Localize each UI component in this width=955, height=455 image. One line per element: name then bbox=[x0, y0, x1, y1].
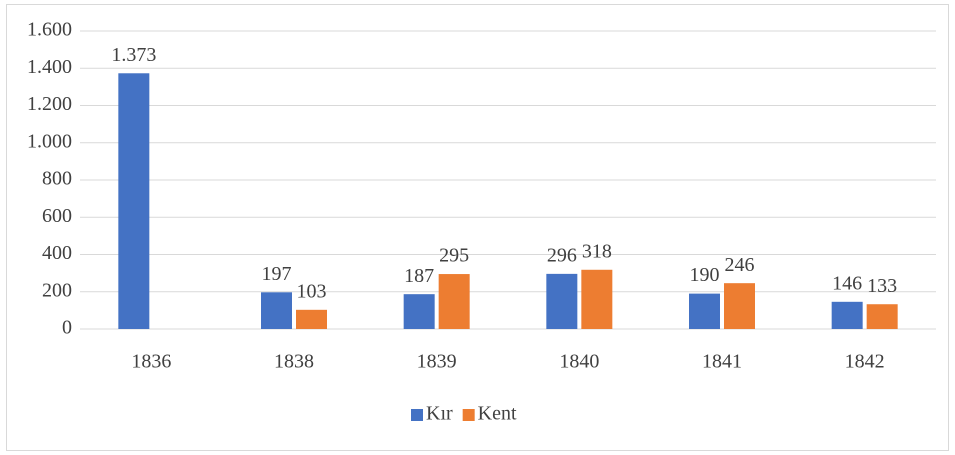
bar bbox=[831, 301, 863, 329]
legend-label: Kır bbox=[426, 403, 453, 425]
y-tick-label: 200 bbox=[42, 279, 72, 301]
bar bbox=[689, 293, 720, 329]
data-label: 1.373 bbox=[111, 44, 156, 66]
data-label: 246 bbox=[725, 254, 755, 276]
bar bbox=[261, 292, 292, 329]
bar bbox=[546, 273, 578, 329]
data-label: 295 bbox=[439, 245, 469, 267]
data-label: 187 bbox=[404, 265, 434, 287]
data-label: 146 bbox=[832, 272, 862, 294]
data-label: 190 bbox=[690, 264, 720, 286]
y-tick-label: 1.400 bbox=[27, 56, 72, 78]
y-tick-label: 400 bbox=[42, 242, 72, 264]
bar bbox=[581, 269, 613, 329]
bar bbox=[296, 309, 327, 329]
data-label: 103 bbox=[297, 280, 327, 302]
x-tick-label: 1842 bbox=[845, 351, 885, 373]
data-label: 318 bbox=[582, 240, 612, 262]
x-tick-label: 1836 bbox=[131, 351, 171, 373]
bar bbox=[438, 274, 470, 329]
data-label: 133 bbox=[867, 275, 897, 297]
data-label: 296 bbox=[547, 244, 577, 266]
bar bbox=[118, 73, 150, 329]
y-tick-label: 1.600 bbox=[27, 19, 72, 41]
bar bbox=[866, 304, 898, 329]
y-tick-label: 1.200 bbox=[27, 93, 72, 115]
y-tick-label: 800 bbox=[42, 168, 72, 190]
legend-swatch bbox=[411, 409, 423, 421]
data-label: 197 bbox=[262, 263, 292, 285]
x-tick-label: 1840 bbox=[559, 351, 599, 373]
chart-border bbox=[6, 4, 949, 451]
x-tick-label: 1841 bbox=[702, 351, 742, 373]
y-tick-label: 600 bbox=[42, 205, 72, 227]
x-tick-label: 1838 bbox=[274, 351, 314, 373]
bar bbox=[724, 283, 755, 329]
bar bbox=[403, 294, 435, 329]
y-tick-label: 1.000 bbox=[27, 130, 72, 152]
legend-swatch bbox=[462, 409, 475, 421]
y-tick-label: 0 bbox=[62, 317, 72, 339]
x-tick-label: 1839 bbox=[417, 351, 457, 373]
legend-label: Kent bbox=[478, 403, 517, 425]
